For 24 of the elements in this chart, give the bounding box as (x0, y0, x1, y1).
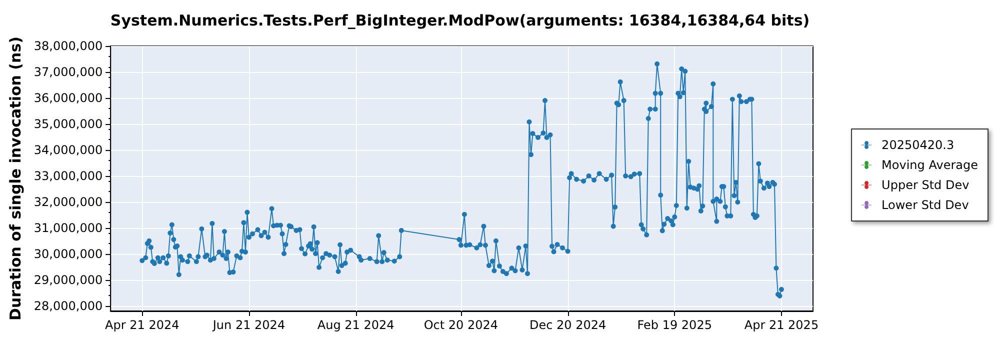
y-tick-label: 30,000,000 (34, 246, 103, 261)
legend-label: Lower Std Dev (882, 198, 969, 212)
y-tick-label: 28,000,000 (34, 298, 103, 313)
x-tick-label: Oct 20 2024 (424, 318, 498, 332)
chart-title: System.Numerics.Tests.Perf_BigInteger.ModPow(arguments: 16384,16384,64 bits) (110, 12, 810, 30)
x-tick-label: Apr 21 2025 (744, 318, 819, 332)
y-axis-title: Duration of single invocation (ns) (6, 36, 24, 320)
legend-label: Moving Average (882, 158, 978, 172)
y-tick-label: 33,000,000 (34, 168, 103, 183)
y-tick-label: 34,000,000 (34, 142, 103, 157)
y-tick-label: 32,000,000 (34, 194, 103, 209)
x-tick-label: Feb 19 2025 (637, 318, 712, 332)
x-tick-label: Dec 20 2024 (529, 318, 606, 332)
x-tick-label: Apr 21 2024 (105, 318, 180, 332)
x-tick-label: Aug 21 2024 (317, 318, 394, 332)
y-tick-label: 38,000,000 (34, 39, 103, 53)
legend-label: Upper Std Dev (882, 178, 970, 192)
y-tick-label: 37,000,000 (34, 64, 103, 79)
y-tick-label: 35,000,000 (34, 116, 103, 131)
y-tick-label: 29,000,000 (34, 272, 103, 287)
legend-label: 20250420.3 (882, 138, 954, 152)
x-tick-label: Jun 21 2024 (212, 318, 286, 332)
y-tick-label: 36,000,000 (34, 90, 103, 105)
y-tick-label: 31,000,000 (34, 220, 103, 235)
